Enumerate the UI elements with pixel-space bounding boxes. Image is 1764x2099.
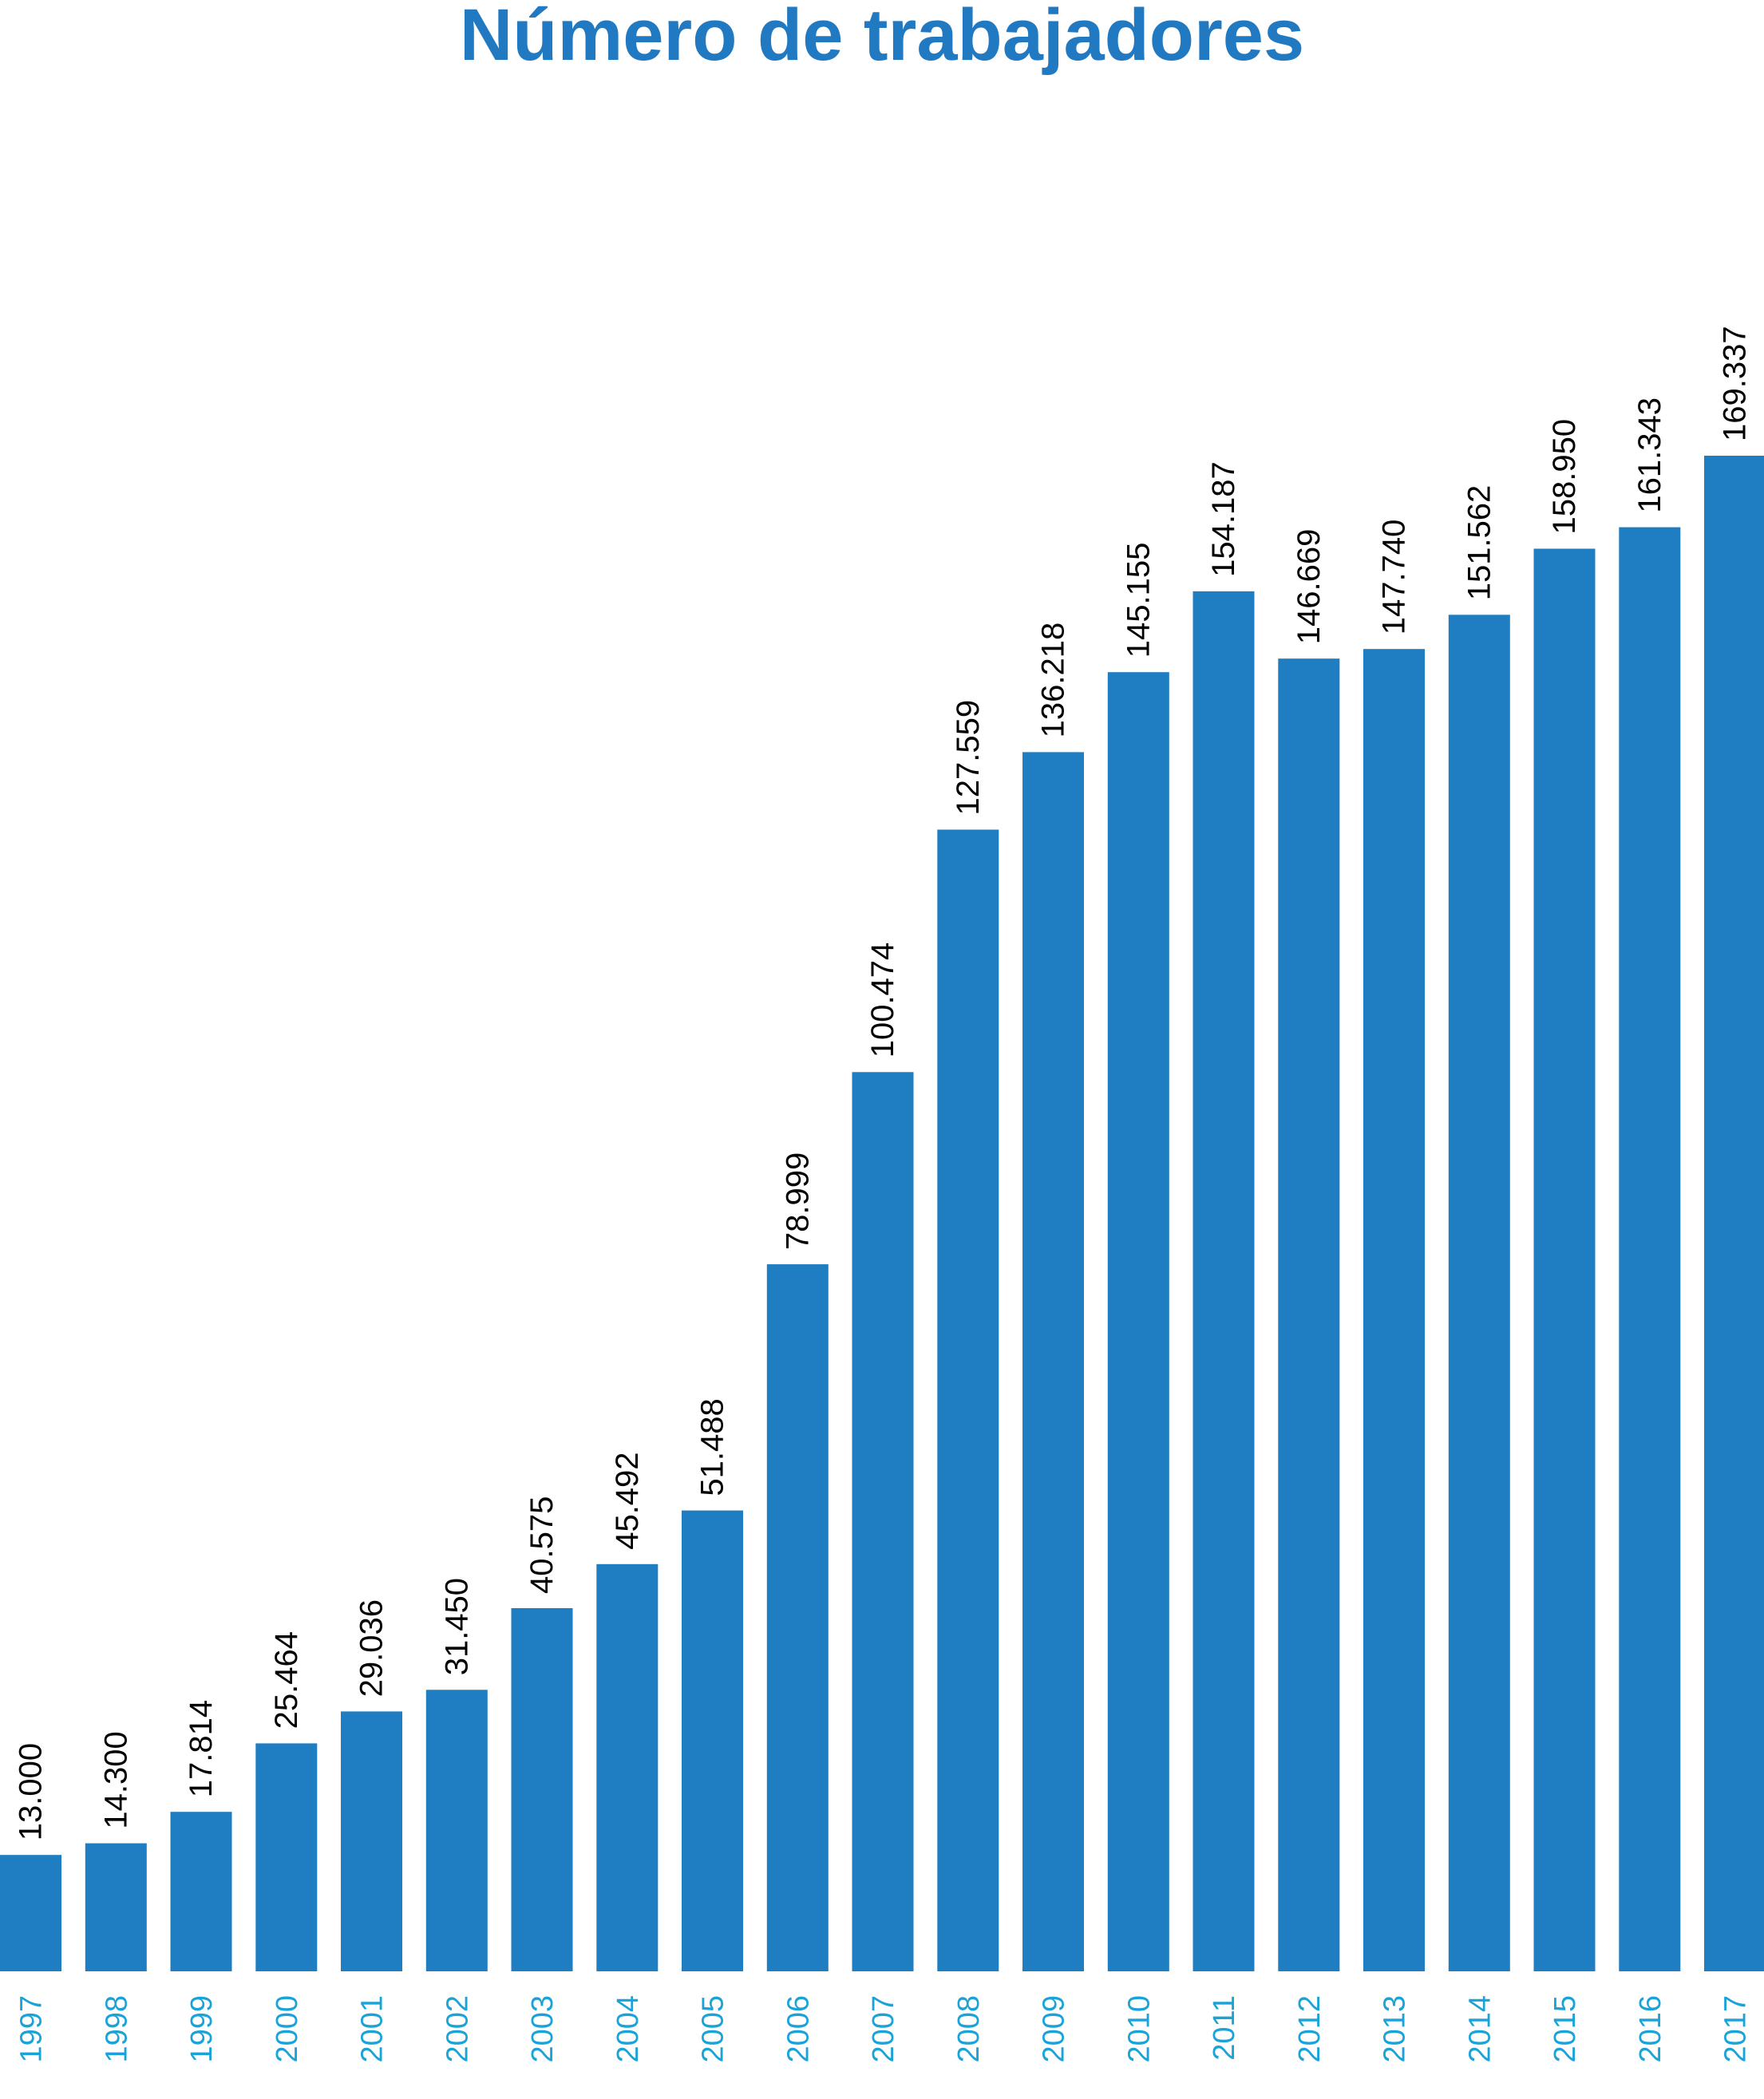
data-label-2003: 40.575 [524, 1496, 560, 1594]
data-label-2000: 25.464 [269, 1631, 304, 1729]
x-tick-label-2008: 2008 [952, 1995, 986, 2063]
x-tick-label-2013: 2013 [1378, 1995, 1412, 2063]
x-tick-label-2004: 2004 [611, 1995, 645, 2063]
bar-2013 [1363, 649, 1425, 1972]
data-label-2010: 145.155 [1121, 543, 1156, 658]
data-label-2004: 45.492 [610, 1452, 645, 1549]
bar-2009 [1022, 752, 1084, 1971]
x-tick-label-2014: 2014 [1463, 1995, 1497, 2063]
data-label-2009: 136.218 [1036, 623, 1071, 738]
x-tick-label-1998: 1998 [100, 1995, 133, 2063]
x-tick-label-2005: 2005 [697, 1995, 730, 2063]
data-label-2016: 161.343 [1632, 397, 1667, 513]
x-tick-label-2001: 2001 [356, 1995, 390, 2063]
data-label-1998: 14.300 [98, 1731, 133, 1828]
bar-2005 [682, 1510, 743, 1971]
bar-2001 [341, 1711, 402, 1971]
bar-2012 [1278, 658, 1340, 1972]
data-label-2012: 146.669 [1291, 529, 1327, 645]
data-label-2013: 147.740 [1377, 520, 1412, 635]
data-label-2001: 29.036 [354, 1599, 390, 1697]
x-tick-label-2006: 2006 [781, 1995, 815, 2063]
data-label-2006: 78.999 [780, 1152, 815, 1250]
data-label-2005: 51.488 [695, 1398, 730, 1496]
bar-1999 [170, 1812, 232, 1971]
bar-2006 [766, 1264, 829, 1971]
bar-1997 [0, 1855, 61, 1971]
bar-2017 [1704, 456, 1764, 1971]
x-tick-label-1999: 1999 [185, 1995, 219, 2063]
bar-2008 [937, 829, 999, 1971]
x-tick-label-2007: 2007 [867, 1995, 900, 2063]
bar-2000 [255, 1743, 318, 1971]
x-tick-label-2000: 2000 [271, 1995, 304, 2063]
data-labels-group: 13.000 14.300 17.814 25.464 29.036 31.450 40.5… [14, 326, 1753, 1840]
bar-2007 [852, 1072, 914, 1971]
chart-title: Número de trabajadores [460, 0, 1304, 76]
data-label-1997: 13.000 [14, 1743, 49, 1840]
x-tick-label-2016: 2016 [1634, 1995, 1667, 2063]
bar-2004 [596, 1563, 659, 1971]
bars-group [0, 456, 1764, 1972]
data-label-2015: 158.950 [1547, 419, 1582, 535]
x-tick-label-2009: 2009 [1038, 1995, 1071, 2063]
bar-2015 [1533, 548, 1596, 1971]
x-tick-label-2002: 2002 [441, 1995, 474, 2063]
data-label-1999: 17.814 [184, 1700, 219, 1797]
bar-2003 [511, 1608, 573, 1971]
bar-2002 [425, 1690, 488, 1971]
data-label-2008: 127.559 [951, 700, 986, 816]
bar-2010 [1107, 672, 1169, 1972]
x-tick-label-2012: 2012 [1293, 1995, 1327, 2063]
bar-1998 [85, 1843, 147, 1971]
data-label-2014: 151.562 [1461, 485, 1497, 601]
x-tick-label-2017: 2017 [1719, 1995, 1753, 2063]
x-tick-label-2011: 2011 [1208, 1995, 1241, 2061]
x-tick-label-2010: 2010 [1122, 1995, 1156, 2063]
data-label-2017: 169.337 [1718, 326, 1753, 441]
data-label-2011: 154.187 [1206, 461, 1241, 577]
bar-2011 [1192, 591, 1255, 1971]
x-tick-label-2003: 2003 [526, 1995, 560, 2063]
x-tick-label-1997: 1997 [15, 1995, 49, 2063]
x-tick-label-2015: 2015 [1548, 1995, 1582, 2063]
bar-2016 [1619, 527, 1681, 1971]
bar-2014 [1448, 615, 1510, 1971]
data-label-2002: 31.450 [439, 1578, 474, 1675]
data-label-2007: 100.474 [865, 943, 900, 1058]
x-tick-labels-group: 1997 1998 1999 2000 2001 2002 2003 2004 2005 2006… [15, 1995, 1753, 2063]
